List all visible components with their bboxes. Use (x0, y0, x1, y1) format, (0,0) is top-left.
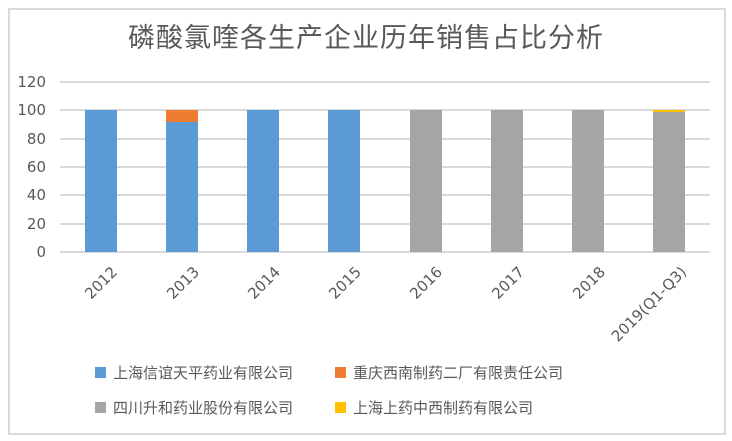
bar-segment (409, 110, 442, 252)
bar-segment (328, 110, 361, 252)
legend-swatch (335, 366, 346, 378)
bar-segment (653, 111, 686, 252)
plot-area (60, 81, 710, 253)
y-axis-tick-label: 0 (36, 243, 46, 261)
y-axis-tick-label: 120 (17, 73, 46, 91)
legend-label: 重庆西南制药二厂有限责任公司 (353, 363, 564, 382)
bar-segment (165, 121, 198, 252)
legend-item: 上海上药中西制药有限公司 (335, 397, 563, 417)
y-axis-tick-label: 80 (26, 129, 46, 148)
y-axis-tick-label: 100 (17, 101, 46, 120)
gridline (60, 166, 710, 168)
bar-segment (572, 110, 605, 252)
bar-2014 (247, 110, 280, 252)
y-axis-tick-label: 20 (26, 214, 46, 233)
bar-2012 (84, 110, 117, 252)
bar-segment (165, 110, 198, 122)
bar-2013 (165, 110, 198, 252)
bar-2016 (409, 110, 442, 252)
gridline (60, 222, 710, 225)
gridline (60, 81, 710, 83)
legend-item: 上海信谊天平药业有限公司 (95, 362, 335, 382)
bar-2017 (490, 110, 523, 252)
legend-label: 上海上药中西制药有限公司 (353, 398, 534, 417)
legend-label: 上海信谊天平药业有限公司 (113, 363, 294, 382)
bar-2015 (328, 110, 361, 252)
legend-label: 四川升和药业股份有限公司 (113, 398, 294, 417)
gridline (60, 109, 710, 112)
bar-2019(Q1-Q3) (653, 110, 686, 252)
bar-segment (84, 110, 117, 252)
legend-item: 重庆西南制药二厂有限责任公司 (335, 362, 563, 382)
legend-swatch (95, 366, 106, 378)
bar-2018 (572, 110, 605, 252)
gridline (60, 251, 710, 253)
bar-segment (247, 110, 280, 252)
bar-segment (653, 110, 686, 112)
chart-title: 磷酸氯喹各生产企业历年销售占比分析 (128, 23, 604, 54)
legend-item: 四川升和药业股份有限公司 (95, 397, 335, 417)
y-axis-tick-label: 60 (26, 158, 46, 176)
chart-frame (8, 8, 726, 435)
y-axis-tick-label: 40 (26, 186, 46, 205)
legend-swatch (95, 401, 106, 413)
gridline (60, 137, 710, 140)
bar-segment (490, 110, 523, 252)
gridline (60, 194, 710, 197)
legend: 上海信谊天平药业有限公司 重庆西南制药二厂有限责任公司四川升和药业股份有限公司 上海… (95, 362, 563, 417)
legend-swatch (335, 401, 346, 413)
